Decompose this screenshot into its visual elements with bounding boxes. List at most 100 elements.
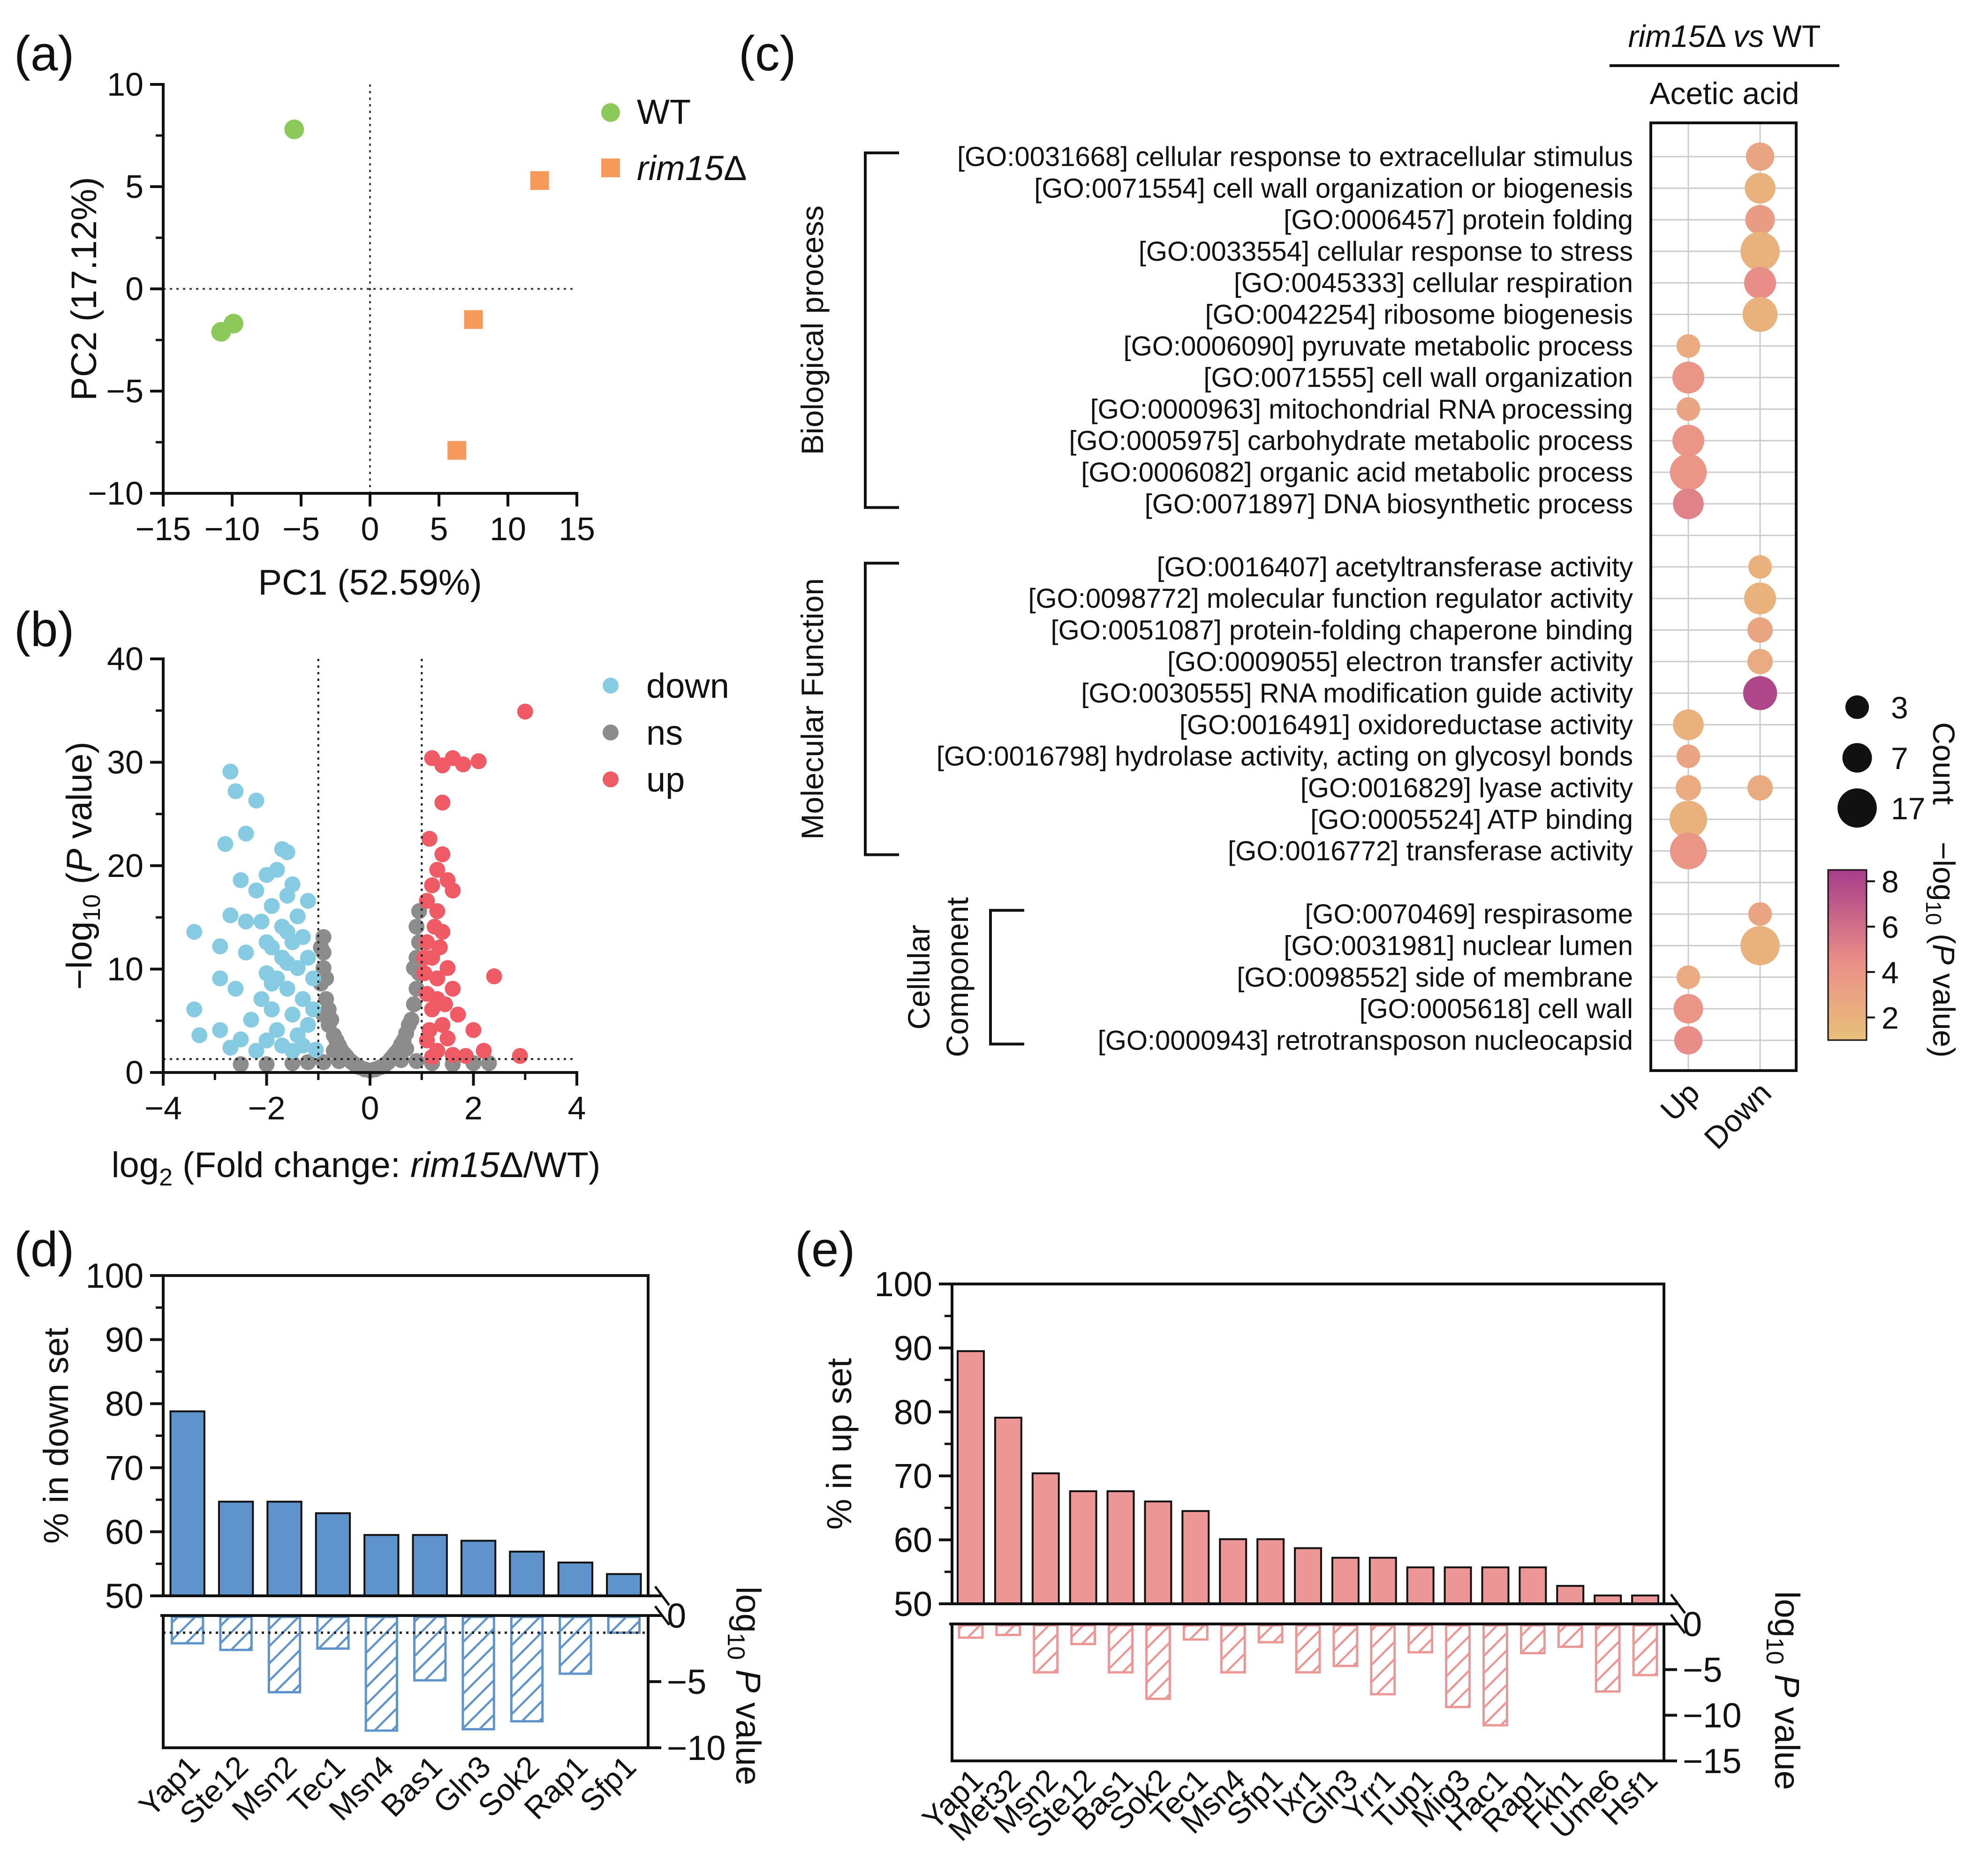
down-point [186,1001,203,1018]
ylabel-post: value) [60,742,99,849]
y2-tick-label: −5 [667,1662,706,1701]
up-point [450,1006,466,1023]
down-point [279,981,295,997]
pvalue-bar [1257,1624,1284,1644]
pvalue-bar [413,1616,447,1682]
y2-log: log [1768,1591,1807,1638]
down-point [248,1042,265,1059]
rim15-point [447,441,467,460]
go-term-label: [GO:0005524] ATP binding [1310,804,1633,835]
axis-break-mark [1670,1614,1686,1634]
percent-bar [1069,1490,1097,1605]
legend-rim15-marker [601,159,620,177]
down-point [253,914,270,930]
dotplot-header: rim15Δ vs WT [1628,19,1821,53]
go-term-label: [GO:0006457] protein folding [1284,205,1633,235]
down-point [212,970,228,987]
percent-bar [460,1540,497,1597]
ns-point [408,919,425,935]
y-tick-label: 70 [894,1457,932,1495]
y-tick-label: 60 [894,1521,932,1560]
rim15-point [530,171,549,190]
size-legend-label: 3 [1891,690,1908,725]
y2-p: P [729,1669,768,1692]
up-point [426,919,443,935]
go-term-label: [GO:0098772] molecular function regulato… [1028,583,1633,614]
legend-wt-marker [601,103,620,122]
go-dot [1670,453,1707,491]
clt-sub: 10 [1921,901,1946,925]
y-tick-label: −10 [88,475,144,512]
down-point [222,907,239,923]
up-point [434,794,451,811]
percent-bar [1181,1510,1210,1605]
y-tick-label: 70 [105,1449,144,1487]
ns-point [323,1012,340,1028]
legend-down-marker [603,678,619,694]
pvalue-bar [1295,1624,1321,1674]
up-point [419,892,435,909]
percent-bar [1219,1538,1247,1605]
axis-break-mark [654,1586,670,1606]
y-tick-label: 20 [107,847,144,884]
ylabel-sub: 10 [78,894,106,921]
category-label: Sfp1 [573,1749,643,1819]
size-legend-label: 17 [1891,791,1925,826]
go-term-label: [GO:0033554] cellular response to stress [1139,236,1633,267]
pvalue-bar [1407,1624,1434,1654]
x-tick-label: 5 [430,511,448,547]
down-point [243,1012,259,1028]
pvalue-bar [267,1616,302,1694]
pvalue-bar [1220,1624,1246,1674]
go-term-label: [GO:0071897] DNA biosynthetic process [1145,489,1633,519]
legend-rim15-suffix: Δ [724,149,747,188]
axis-break-mark [654,1605,670,1626]
go-dot [1744,582,1776,615]
go-dot [1673,488,1704,520]
legend-rim15-label: rim15Δ [637,149,747,188]
y2-tick-label: 0 [667,1596,686,1635]
down-point [233,872,249,888]
up-point [434,1017,451,1033]
panel-label: (c) [739,26,796,81]
go-term-label: [GO:0000943] retrotransposon nucleocapsi… [1098,1025,1633,1056]
x-tick-label: −4 [144,1090,182,1126]
up-point [470,753,487,770]
go-term-label: [GO:0071555] cell wall organization [1203,362,1633,393]
up-point [445,981,461,997]
xlabel-post: Δ/WT) [499,1145,600,1185]
up-point [421,831,438,847]
down-point [305,1001,321,1018]
pvalue-bar [958,1624,984,1639]
up-point [476,1042,492,1059]
pvalue-bar [1519,1624,1546,1654]
down-point [258,1032,275,1049]
up-point [517,703,533,720]
go-dot [1674,1026,1703,1055]
y-tick-label: 90 [105,1321,144,1359]
group-label: Cellular [901,925,936,1030]
group-label: Component [940,897,975,1057]
down-point [238,944,254,961]
ylabel-log: −log [60,921,99,990]
pvalue-bar [995,1624,1021,1636]
y-tick-label: 80 [105,1384,144,1423]
go-dot [1747,617,1773,643]
pvalue-bar [1033,1624,1059,1674]
pvalue-bar [1595,1624,1621,1693]
y-axis-title: % in up set [820,1358,859,1530]
up-point [455,756,471,772]
percent-bar [509,1550,545,1597]
down-point [269,1022,285,1038]
up-point [465,1022,482,1038]
down-point [248,793,265,809]
color-legend-label: 2 [1882,1001,1899,1035]
y2-tick-label: −15 [1683,1742,1742,1781]
panel-label: (b) [14,602,74,657]
down-point [217,836,234,852]
y-tick-label: 0 [125,271,144,307]
up-point [439,960,456,976]
down-point [212,938,228,954]
xlabel-pre: (Fold change: [173,1145,410,1185]
size-legend-title: Count [1927,722,1961,805]
